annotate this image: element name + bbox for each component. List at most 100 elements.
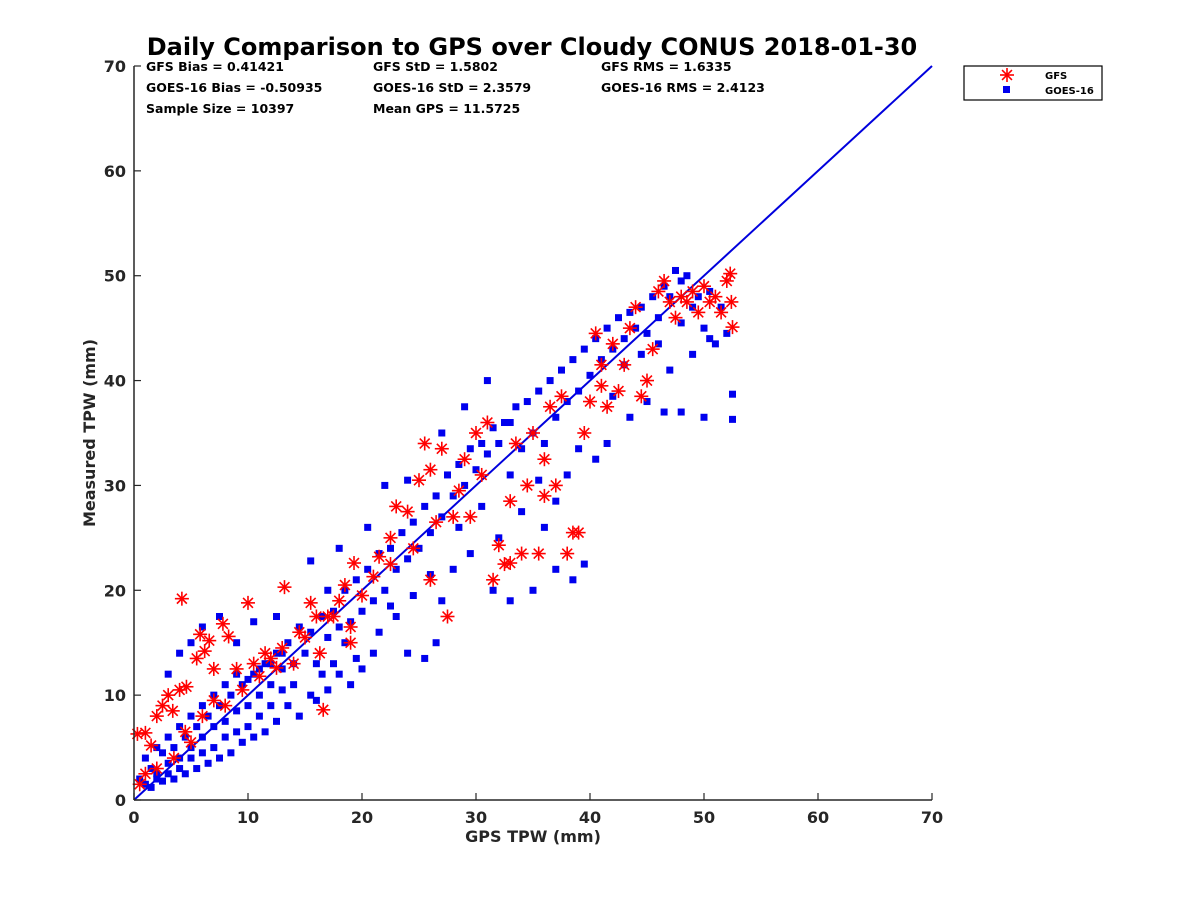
- gfs-point: [605, 336, 620, 351]
- legend-gfs-marker: [1000, 68, 1014, 82]
- goes16-point: [278, 686, 286, 694]
- goes16-point: [267, 681, 275, 689]
- goes16-point: [238, 738, 246, 746]
- goes16-point: [318, 670, 326, 678]
- goes16-point: [244, 723, 252, 731]
- goes16-point: [438, 513, 446, 521]
- gfs-point: [179, 679, 194, 694]
- stat-gfs-std: GFS StD = 1.5802: [373, 59, 498, 74]
- goes16-point: [432, 492, 440, 500]
- gfs-point: [343, 635, 358, 650]
- goes16-point: [210, 723, 218, 731]
- gfs-point: [628, 300, 643, 315]
- goes16-point: [449, 492, 457, 500]
- goes16-point: [141, 754, 149, 762]
- goes16-point: [198, 702, 206, 710]
- goes16-point: [176, 723, 184, 731]
- gfs-point: [724, 294, 739, 309]
- gfs-point: [600, 399, 615, 414]
- gfs-point: [634, 389, 649, 404]
- goes16-point: [204, 759, 212, 767]
- goes16-point: [176, 765, 184, 773]
- goes16-point: [198, 749, 206, 757]
- goes16-point: [603, 439, 611, 447]
- goes16-point: [216, 613, 223, 620]
- goes16-point: [535, 387, 543, 395]
- goes16-point: [312, 660, 320, 668]
- goes16-point: [506, 419, 514, 427]
- goes16-point: [478, 502, 486, 510]
- goes16-point: [677, 319, 685, 327]
- gfs-point: [389, 499, 404, 514]
- goes16-point: [364, 565, 372, 573]
- goes16-point: [153, 775, 161, 783]
- goes16-point: [164, 670, 172, 678]
- goes16-point: [227, 691, 235, 699]
- goes16-point: [472, 466, 480, 474]
- goes16-point: [335, 623, 343, 631]
- goes16-point: [244, 702, 252, 710]
- goes16-point: [563, 471, 571, 479]
- x-tick-label: 30: [465, 808, 487, 827]
- goes16-point: [552, 497, 560, 505]
- goes16-point: [421, 654, 429, 662]
- y-axis-label: Measured TPW (mm): [80, 339, 99, 527]
- goes16-point: [580, 560, 588, 568]
- gfs-point: [617, 357, 632, 372]
- goes16-point: [700, 413, 708, 421]
- gfs-point: [292, 625, 307, 640]
- x-tick-label: 0: [128, 808, 139, 827]
- goes16-point: [301, 649, 309, 657]
- goes16-point: [489, 586, 497, 594]
- goes16-point: [489, 424, 497, 432]
- goes16-point: [512, 403, 520, 411]
- goes16-point: [335, 670, 343, 678]
- goes16-point: [615, 314, 622, 322]
- gfs-point: [486, 572, 501, 587]
- gfs-point: [622, 321, 637, 336]
- goes16-point: [330, 660, 337, 668]
- stat-sample-size: Sample Size = 10397: [146, 101, 294, 116]
- goes16-point: [540, 439, 548, 447]
- goes16-point: [483, 450, 491, 458]
- goes16-point: [518, 445, 526, 453]
- goes16-point: [210, 744, 218, 752]
- axes: [133, 66, 932, 801]
- gfs-point: [537, 488, 552, 503]
- stat-gfs-rms: GFS RMS = 1.6335: [601, 59, 732, 74]
- goes16-point: [335, 544, 343, 552]
- goes16-point: [575, 445, 583, 453]
- legend-goes-marker: [1003, 86, 1010, 93]
- goes16-point: [198, 623, 206, 631]
- stat-goes-bias: GOES-16 Bias = -0.50935: [146, 80, 322, 95]
- y-tick-label: 20: [104, 581, 126, 600]
- goes16-point: [181, 770, 189, 778]
- goes16-point: [369, 597, 377, 605]
- gfs-point: [457, 452, 472, 467]
- gfs-point: [166, 751, 181, 766]
- goes16-point: [404, 476, 412, 484]
- gfs-point: [149, 709, 164, 724]
- goes16-point: [455, 460, 463, 468]
- gfs-point: [218, 698, 233, 713]
- gfs-point: [252, 669, 267, 684]
- goes16-point: [404, 555, 412, 563]
- goes16-point: [643, 329, 651, 337]
- gfs-point: [611, 384, 626, 399]
- goes16-point: [164, 733, 172, 741]
- goes16-point: [483, 377, 491, 385]
- gfs-point: [138, 766, 153, 781]
- goes16-point: [198, 733, 206, 741]
- gfs-point: [277, 580, 292, 595]
- goes16-point: [273, 649, 280, 657]
- y-tick-label: 10: [104, 686, 126, 705]
- gfs-point: [275, 640, 290, 655]
- goes16-point: [404, 649, 412, 657]
- gfs-point: [366, 569, 381, 584]
- goes16-point: [461, 403, 469, 411]
- goes16-point: [677, 408, 685, 416]
- gfs-point: [440, 609, 455, 624]
- goes16-point: [278, 665, 286, 673]
- legend-goes-label: GOES-16: [1045, 86, 1094, 97]
- y-ticks: 0 10 20 30 40 50 60 70: [104, 57, 141, 810]
